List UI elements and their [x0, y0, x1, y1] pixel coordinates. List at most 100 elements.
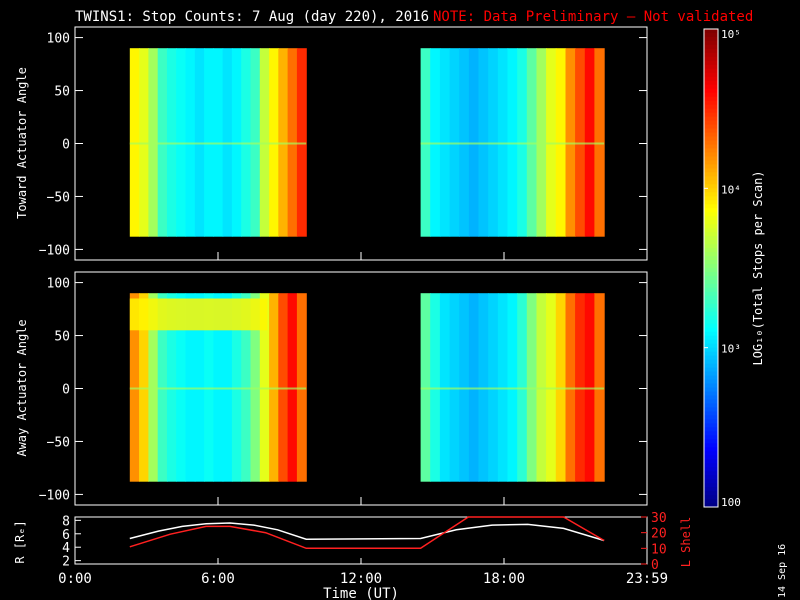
colorbar: LOG₁₀(Total Stops per Scan) 10⁵ 10⁴ 10³ 100: [703, 28, 765, 509]
colorbar-swatch: [704, 252, 718, 257]
orbit-right-ytick-label: 30: [651, 511, 667, 526]
away-segment-2-column: [546, 293, 557, 482]
toward-segment-1-column: [176, 48, 187, 237]
colorbar-swatch: [704, 427, 718, 432]
colorbar-swatch: [704, 339, 718, 345]
colorbar-swatch: [704, 475, 718, 480]
colorbar-swatch: [704, 152, 718, 157]
orbit-right-ytick-label: 10: [651, 542, 667, 557]
colorbar-swatch: [704, 184, 718, 189]
orbit-left-ytick-label: 2: [62, 555, 70, 570]
colorbar-swatch: [704, 108, 718, 114]
away-segment-1-column: [194, 293, 205, 482]
colorbar-swatch: [704, 371, 718, 377]
away-segment-2-column: [526, 293, 538, 482]
colorbar-swatch: [704, 96, 718, 102]
away-segment-2-column: [468, 293, 480, 482]
toward-segment-1-column: [157, 48, 168, 237]
toward-segment-1-column: [194, 48, 205, 237]
away-segment-2-column: [497, 293, 509, 482]
colorbar-swatch: [704, 180, 718, 185]
toward-segment-1-column: [166, 48, 177, 237]
colorbar-swatch: [704, 236, 718, 241]
colorbar-frame: [703, 28, 719, 508]
time-axis-label: Time (UT): [323, 586, 399, 600]
away-segment-2-column: [488, 293, 499, 482]
colorbar-swatch: [704, 268, 718, 273]
away-ytick-label: 50: [54, 330, 70, 345]
colorbar-swatch: [704, 411, 718, 416]
colorbar-swatch: [704, 423, 718, 428]
colorbar-swatch: [704, 176, 718, 181]
colorbar-swatch: [704, 84, 718, 90]
colorbar-swatch: [704, 260, 718, 265]
lshell-line: [129, 516, 605, 550]
away-segment-1-column: [269, 293, 279, 482]
time-xtick-label: 23:59: [626, 571, 668, 587]
colorbar-swatch: [704, 363, 718, 369]
toward-segment-2-column: [468, 48, 480, 237]
toward-segment-2-column: [546, 48, 557, 237]
colorbar-swatch: [704, 124, 718, 130]
away-segment-2-column: [555, 293, 567, 482]
colorbar-swatch: [704, 36, 718, 42]
colorbar-swatch: [704, 100, 718, 106]
colorbar-swatch: [704, 160, 718, 165]
away-ytick-label: −100: [39, 488, 70, 503]
colorbar-swatch: [704, 256, 718, 261]
colorbar-swatch: [704, 60, 718, 66]
toward-segment-1-column: [231, 48, 242, 237]
away-segment-1-column: [166, 293, 177, 482]
away-segment-1-column: [148, 293, 159, 482]
toward-angle-panel: Toward Actuator Angle 100 50 0 −50 −100: [15, 26, 648, 261]
away-segment-2-column: [459, 293, 470, 482]
colorbar-swatch: [704, 32, 718, 38]
colorbar-swatch: [704, 351, 718, 357]
colorbar-swatch: [704, 291, 718, 297]
away-segment-1-column: [250, 293, 261, 482]
away-segment-1-column: [296, 293, 307, 482]
toward-segment-2-column: [430, 48, 441, 237]
away-segment-2-column: [430, 293, 441, 482]
colorbar-swatch: [704, 387, 718, 392]
colorbar-swatch: [704, 439, 718, 444]
colorbar-swatch: [704, 327, 718, 333]
colorbar-swatch: [704, 172, 718, 177]
toward-segment-2-column: [584, 48, 596, 237]
away-segment-1-column: [287, 293, 298, 482]
colorbar-swatch: [704, 311, 718, 317]
colorbar-swatch: [704, 200, 718, 205]
colorbar-swatch: [704, 443, 718, 448]
away-segment-1-column: [157, 293, 168, 482]
toward-segment-2-column: [488, 48, 499, 237]
away-segment-2-column: [536, 293, 547, 482]
colorbar-swatch: [704, 88, 718, 94]
colorbar-swatch: [704, 144, 718, 149]
colorbar-swatch: [704, 120, 718, 126]
colorbar-swatch: [704, 44, 718, 50]
colorbar-swatch: [704, 407, 718, 412]
colorbar-swatch: [704, 295, 718, 301]
toward-ytick-label: −100: [39, 243, 70, 258]
colorbar-swatch: [704, 136, 718, 142]
colorbar-swatch: [704, 451, 718, 456]
time-xtick-label: 0:00: [58, 571, 92, 587]
colorbar-swatch: [704, 343, 718, 349]
colorbar-swatch: [704, 244, 718, 249]
colorbar-label: LOG₁₀(Total Stops per Scan): [751, 170, 765, 365]
toward-segment-1-column: [269, 48, 279, 237]
colorbar-swatch: [704, 323, 718, 329]
toward-segment-2-column: [555, 48, 567, 237]
orbit-right-ytick-label: 20: [651, 527, 667, 542]
colorbar-swatch: [704, 192, 718, 197]
colorbar-swatch: [704, 168, 718, 173]
colorbar-swatch: [704, 80, 718, 86]
figure-title: TWINS1: Stop Counts: 7 Aug (day 220), 20…: [75, 9, 429, 25]
colorbar-swatch: [704, 503, 718, 508]
colorbar-swatch: [704, 383, 718, 388]
colorbar-swatch: [704, 399, 718, 404]
toward-segment-1-column: [259, 48, 270, 237]
colorbar-swatch: [704, 447, 718, 452]
colorbar-swatch: [704, 64, 718, 70]
away-segment-1-column: [213, 293, 224, 482]
